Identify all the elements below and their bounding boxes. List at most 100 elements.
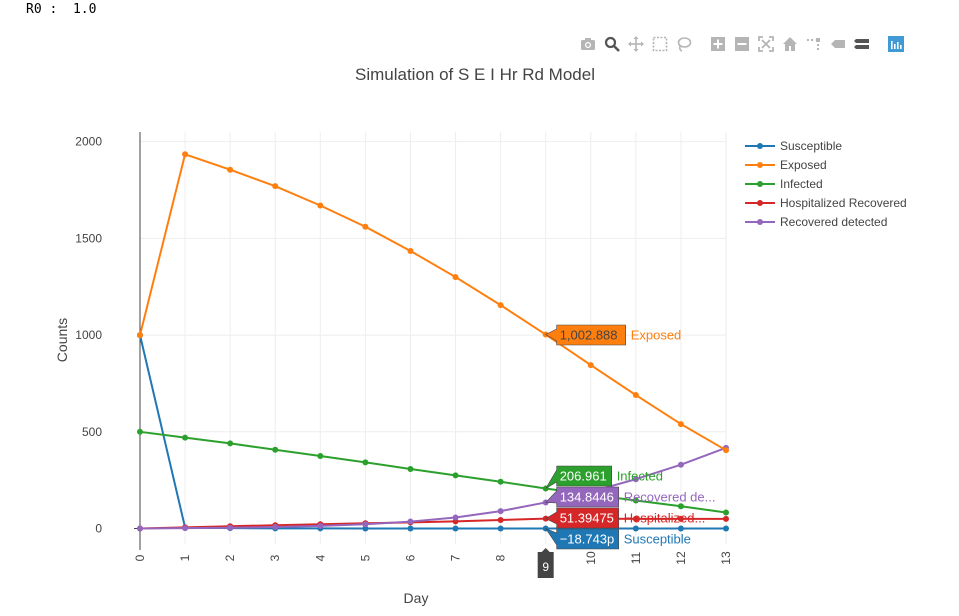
data-point[interactable] [407, 247, 414, 254]
data-point[interactable] [497, 508, 504, 515]
pan-icon[interactable] [628, 36, 644, 52]
camera-icon[interactable] [580, 36, 596, 52]
data-point[interactable] [723, 447, 729, 454]
data-point[interactable] [677, 515, 684, 522]
legend-swatch-marker [757, 162, 763, 168]
data-point[interactable] [227, 440, 234, 447]
data-point[interactable] [632, 515, 639, 522]
data-point[interactable] [677, 525, 684, 532]
data-point[interactable] [723, 509, 729, 516]
data-point[interactable] [182, 151, 189, 158]
legend-item-exposed[interactable]: Exposed [745, 158, 827, 172]
x-tick-label: 7 [449, 554, 463, 561]
data-point[interactable] [362, 525, 369, 532]
zoom-in-icon[interactable] [710, 36, 726, 52]
data-point[interactable] [497, 302, 504, 309]
data-point[interactable] [497, 478, 504, 485]
hover-x-label: 9 [542, 560, 549, 574]
x-tick-label: 12 [674, 551, 688, 565]
series-line-recovered-detected [139, 446, 727, 530]
data-point[interactable] [137, 332, 143, 339]
hover-box [545, 324, 626, 346]
x-tick-label: 5 [358, 554, 372, 561]
data-point[interactable] [362, 223, 369, 230]
data-point[interactable] [317, 452, 324, 459]
data-point[interactable] [317, 522, 324, 529]
y-tick-label: 0 [95, 522, 102, 536]
data-point[interactable] [723, 525, 729, 532]
data-point[interactable] [632, 497, 639, 504]
data-point[interactable] [677, 421, 684, 428]
legend-swatch-marker [757, 143, 763, 149]
data-point[interactable] [272, 446, 279, 453]
hover-box [545, 507, 619, 529]
x-tick-label: 4 [313, 554, 327, 561]
hover-closest-icon[interactable] [830, 36, 846, 52]
hover-labels: 9 1,002.888 Exposed 206.961 Infected134.8446… [537, 324, 716, 578]
legend-label: Infected [780, 177, 823, 191]
hover-label-hospitalized-recovered: 51.39475 Hospitalized... [545, 507, 706, 529]
zoom-out-icon[interactable] [734, 36, 750, 52]
data-point[interactable] [272, 523, 279, 530]
data-point[interactable] [723, 515, 729, 522]
data-point[interactable] [452, 514, 459, 521]
legend-item-hospitalized-recovered[interactable]: Hospitalized Recovered [745, 196, 907, 210]
hover-x-badge [537, 548, 554, 578]
x-tick-label: 8 [494, 554, 508, 561]
legend-label: Susceptible [780, 139, 842, 153]
data-point[interactable] [677, 503, 684, 510]
y-axis-label: Counts [54, 318, 70, 362]
spike-lines-icon[interactable] [806, 36, 822, 52]
series-line-exposed [139, 152, 727, 452]
y-tick-label: 1500 [75, 231, 102, 245]
zoom-icon[interactable] [604, 36, 620, 52]
data-point[interactable] [497, 517, 504, 524]
data-point[interactable] [272, 183, 279, 190]
data-point[interactable] [182, 434, 189, 441]
data-point[interactable] [632, 525, 639, 532]
data-point[interactable] [452, 274, 459, 281]
data-point[interactable] [362, 459, 369, 466]
hover-value: 51.39475 [560, 511, 614, 526]
data-point[interactable] [137, 428, 143, 435]
y-tick-label: 2000 [75, 135, 102, 149]
hover-box [545, 486, 619, 508]
data-point[interactable] [407, 518, 414, 525]
data-point[interactable] [317, 202, 324, 209]
data-point[interactable] [182, 525, 189, 532]
plotly-logo-icon[interactable] [888, 36, 904, 52]
x-tick-label: 10 [584, 551, 598, 565]
data-point[interactable] [677, 461, 684, 468]
hover-compare-icon[interactable] [854, 36, 870, 52]
hover-series-name: Hospitalized... [624, 511, 706, 526]
data-point[interactable] [362, 521, 369, 528]
data-point[interactable] [227, 166, 234, 173]
hover-label-exposed: 1,002.888 Exposed [545, 324, 681, 346]
data-point[interactable] [407, 525, 414, 532]
data-point[interactable] [497, 525, 504, 532]
legend-item-infected[interactable]: Infected [745, 177, 823, 191]
data-point[interactable] [227, 524, 234, 531]
data-point[interactable] [407, 465, 414, 472]
data-point[interactable] [632, 392, 639, 399]
hover-box [545, 465, 612, 489]
legend-item-susceptible[interactable]: Susceptible [745, 139, 842, 153]
chart-title: Simulation of S E I Hr Rd Model [355, 65, 595, 84]
plot-modebar [580, 34, 912, 54]
hover-series-name: Susceptible [624, 532, 691, 547]
reset-axes-icon[interactable] [782, 36, 798, 52]
hover-series-name: Recovered de... [624, 490, 716, 505]
data-point[interactable] [137, 525, 143, 532]
box-select-icon[interactable] [652, 36, 668, 52]
hover-label-recovered-detected: 134.8446 Recovered de... [545, 486, 716, 508]
data-point[interactable] [632, 476, 639, 483]
data-point[interactable] [587, 362, 594, 369]
autoscale-icon[interactable] [758, 36, 774, 52]
hover-label-infected: 206.961 Infected [545, 465, 663, 489]
data-point[interactable] [452, 472, 459, 479]
lasso-select-icon[interactable] [676, 36, 692, 52]
legend-item-recovered-detected[interactable]: Recovered detected [745, 215, 887, 229]
legend-swatch-marker [757, 200, 763, 206]
data-point[interactable] [452, 525, 459, 532]
x-tick-label: 13 [719, 551, 733, 565]
